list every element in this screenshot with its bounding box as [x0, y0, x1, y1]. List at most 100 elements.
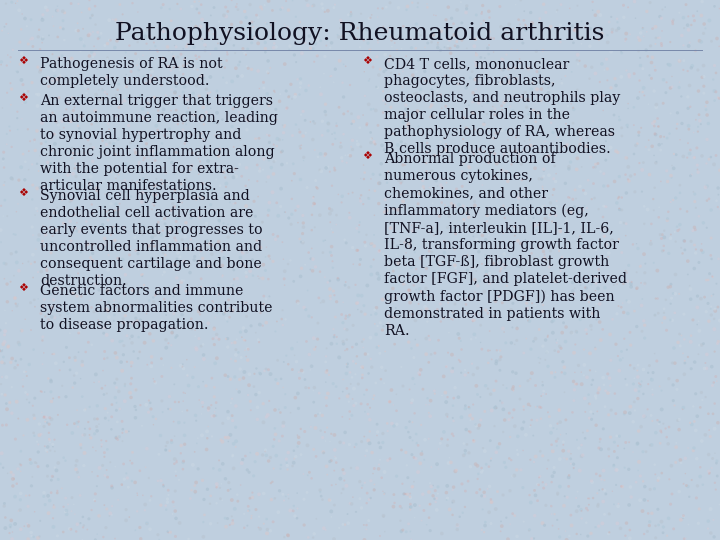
Point [107, 502, 118, 510]
Point [355, 255, 366, 264]
Point [570, 380, 581, 388]
Point [178, 62, 189, 70]
Point [261, 515, 272, 523]
Point [109, 206, 120, 215]
Point [572, 85, 583, 94]
Point [593, 265, 604, 274]
Point [330, 220, 342, 229]
Point [436, 104, 448, 112]
Point [547, 128, 559, 137]
Point [269, 435, 280, 444]
Point [268, 43, 279, 52]
Point [653, 521, 665, 529]
Point [693, 327, 705, 335]
Point [294, 90, 305, 99]
Point [329, 1, 341, 9]
Point [613, 302, 624, 310]
Point [461, 124, 472, 132]
Point [372, 38, 384, 47]
Point [326, 130, 338, 138]
Point [138, 153, 150, 162]
Point [603, 452, 615, 461]
Point [504, 487, 516, 495]
Point [210, 118, 221, 127]
Point [283, 93, 294, 102]
Point [396, 44, 408, 53]
Point [498, 275, 510, 284]
Point [204, 500, 216, 508]
Point [320, 150, 331, 158]
Point [611, 15, 623, 23]
Point [256, 5, 268, 14]
Point [170, 333, 181, 342]
Point [487, 102, 498, 111]
Point [11, 302, 22, 310]
Point [649, 522, 661, 530]
Point [707, 381, 719, 390]
Point [39, 295, 50, 304]
Point [400, 261, 411, 269]
Point [658, 132, 670, 141]
Point [433, 36, 444, 44]
Point [454, 193, 465, 201]
Point [638, 158, 649, 167]
Point [15, 461, 27, 469]
Point [133, 66, 145, 75]
Point [292, 504, 303, 513]
Point [518, 16, 530, 25]
Point [598, 373, 609, 382]
Point [118, 28, 130, 36]
Point [171, 274, 183, 282]
Point [23, 147, 35, 156]
Point [298, 33, 310, 42]
Point [320, 368, 332, 376]
Point [585, 529, 597, 538]
Point [510, 57, 522, 66]
Point [461, 2, 472, 10]
Point [571, 328, 582, 337]
Point [384, 305, 396, 314]
Point [233, 348, 244, 357]
Point [307, 117, 319, 126]
Point [114, 0, 125, 9]
Point [27, 251, 39, 259]
Point [337, 485, 348, 494]
Point [373, 464, 384, 473]
Point [22, 40, 34, 49]
Point [106, 400, 117, 409]
Point [348, 401, 360, 410]
Point [675, 136, 686, 144]
Point [486, 498, 498, 507]
Point [449, 42, 461, 50]
Point [703, 469, 715, 478]
Point [252, 403, 264, 411]
Point [79, 81, 91, 90]
Point [156, 315, 168, 324]
Point [471, 51, 482, 59]
Point [431, 505, 443, 514]
Point [649, 62, 660, 71]
Point [637, 477, 649, 485]
Point [362, 39, 374, 48]
Point [239, 261, 251, 270]
Point [220, 179, 232, 188]
Point [693, 168, 704, 177]
Point [295, 141, 307, 150]
Point [339, 235, 351, 244]
Point [439, 71, 451, 80]
Point [422, 394, 433, 402]
Point [133, 333, 145, 342]
Point [276, 238, 288, 246]
Point [159, 220, 171, 228]
Point [243, 117, 254, 125]
Point [631, 440, 643, 449]
Point [135, 316, 146, 325]
Point [158, 482, 169, 490]
Point [580, 504, 592, 512]
Point [619, 37, 631, 46]
Point [661, 433, 672, 441]
Point [482, 44, 493, 52]
Point [459, 449, 471, 458]
Point [485, 346, 496, 355]
Point [66, 224, 78, 233]
